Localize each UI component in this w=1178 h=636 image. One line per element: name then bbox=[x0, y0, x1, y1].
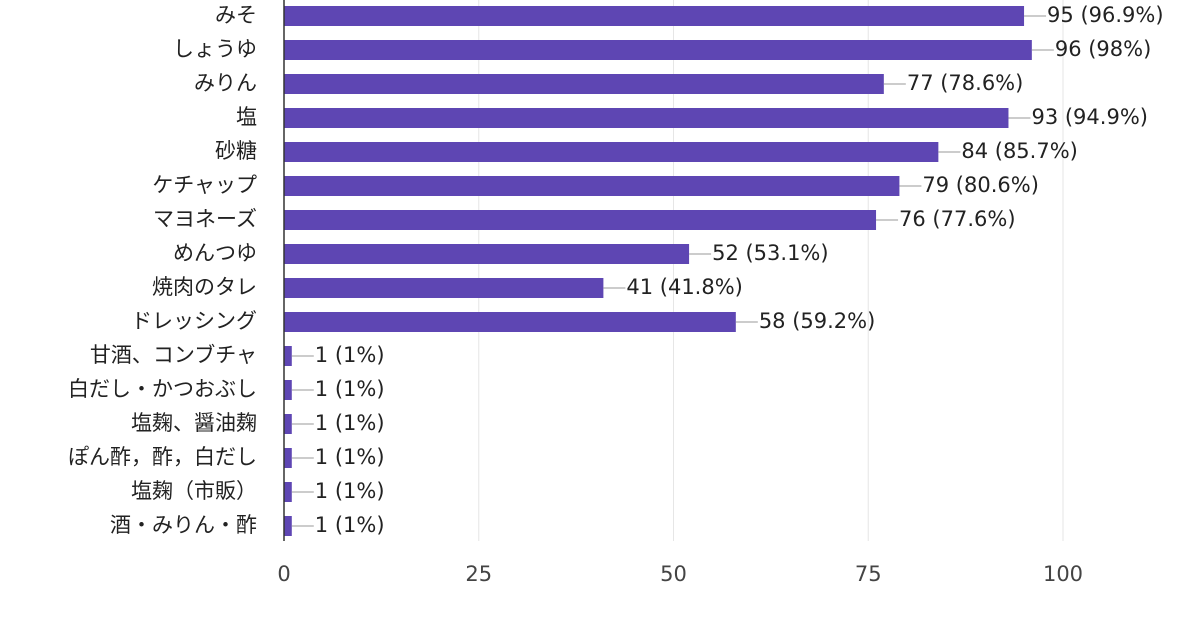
category-label-12: 塩麹、醤油麹 bbox=[131, 411, 257, 435]
data-label-6: 76 (77.6%) bbox=[899, 207, 1016, 231]
category-label-13: ぽん酢，酢，白だし bbox=[68, 445, 257, 469]
category-label-2: みりん bbox=[194, 71, 257, 95]
label-leader-lines bbox=[291, 15, 1054, 527]
bar-6 bbox=[284, 210, 877, 230]
category-label-9: ドレッシング bbox=[131, 309, 257, 333]
category-label-4: 砂糖 bbox=[215, 139, 257, 163]
bar-13 bbox=[284, 448, 292, 468]
bar-8 bbox=[284, 278, 604, 298]
category-label-7: めんつゆ bbox=[173, 241, 257, 265]
bar-15 bbox=[284, 516, 292, 536]
category-labels: みそしょうゆみりん塩砂糖ケチャップマヨネーズめんつゆ焼肉のタレドレッシング甘酒、… bbox=[68, 3, 257, 537]
category-label-5: ケチャップ bbox=[152, 173, 257, 197]
bar-10 bbox=[284, 346, 292, 366]
bar-14 bbox=[284, 482, 292, 502]
bar-9 bbox=[284, 312, 736, 332]
bar-0 bbox=[284, 6, 1025, 26]
bar-5 bbox=[284, 176, 900, 196]
data-label-3: 93 (94.9%) bbox=[1031, 105, 1148, 129]
data-label-2: 77 (78.6%) bbox=[907, 71, 1024, 95]
data-label-8: 41 (41.8%) bbox=[626, 275, 743, 299]
data-label-5: 79 (80.6%) bbox=[922, 173, 1038, 197]
x-tick-label-100: 100 bbox=[1043, 562, 1083, 586]
data-labels: 95 (96.9%) 96 (98%) 77 (78.6%) 93 (94.9%) 84… bbox=[315, 3, 1164, 537]
bars bbox=[284, 6, 1032, 536]
category-label-10: 甘酒、コンブチャ bbox=[90, 343, 257, 367]
data-label-10: 1 (1%) bbox=[315, 343, 385, 367]
data-label-15: 1 (1%) bbox=[315, 513, 385, 537]
data-label-1: 96 (98%) bbox=[1055, 37, 1151, 61]
data-label-14: 1 (1%) bbox=[315, 479, 385, 503]
category-label-3: 塩 bbox=[236, 105, 257, 129]
x-tick-label-25: 25 bbox=[465, 562, 492, 586]
category-label-1: しょうゆ bbox=[173, 37, 257, 61]
category-label-8: 焼肉のタレ bbox=[152, 275, 257, 299]
data-label-13: 1 (1%) bbox=[315, 445, 385, 469]
bar-7 bbox=[284, 244, 690, 264]
bar-4 bbox=[284, 142, 939, 162]
category-label-0: みそ bbox=[215, 3, 257, 27]
category-label-6: マヨネーズ bbox=[153, 207, 257, 231]
data-label-11: 1 (1%) bbox=[315, 377, 385, 401]
category-label-15: 酒・みりん・酢 bbox=[110, 513, 257, 537]
bar-11 bbox=[284, 380, 292, 400]
category-label-11: 白だし・かつおぶし bbox=[68, 377, 257, 401]
category-label-14: 塩麹（市販） bbox=[131, 479, 257, 503]
data-label-0: 95 (96.9%) bbox=[1047, 3, 1164, 27]
x-tick-label-50: 50 bbox=[660, 562, 687, 586]
data-label-4: 84 (85.7%) bbox=[961, 139, 1078, 163]
x-tick-label-0: 0 bbox=[277, 562, 290, 586]
bar-1 bbox=[284, 40, 1032, 60]
x-tick-label-75: 75 bbox=[855, 562, 882, 586]
bar-12 bbox=[284, 414, 292, 434]
data-label-9: 58 (59.2%) bbox=[759, 309, 876, 333]
x-axis-ticks: 0 25 50 75 100 bbox=[277, 562, 1083, 586]
bar-2 bbox=[284, 74, 884, 94]
bar-3 bbox=[284, 108, 1009, 128]
data-label-7: 52 (53.1%) bbox=[712, 241, 829, 265]
data-label-12: 1 (1%) bbox=[315, 411, 385, 435]
